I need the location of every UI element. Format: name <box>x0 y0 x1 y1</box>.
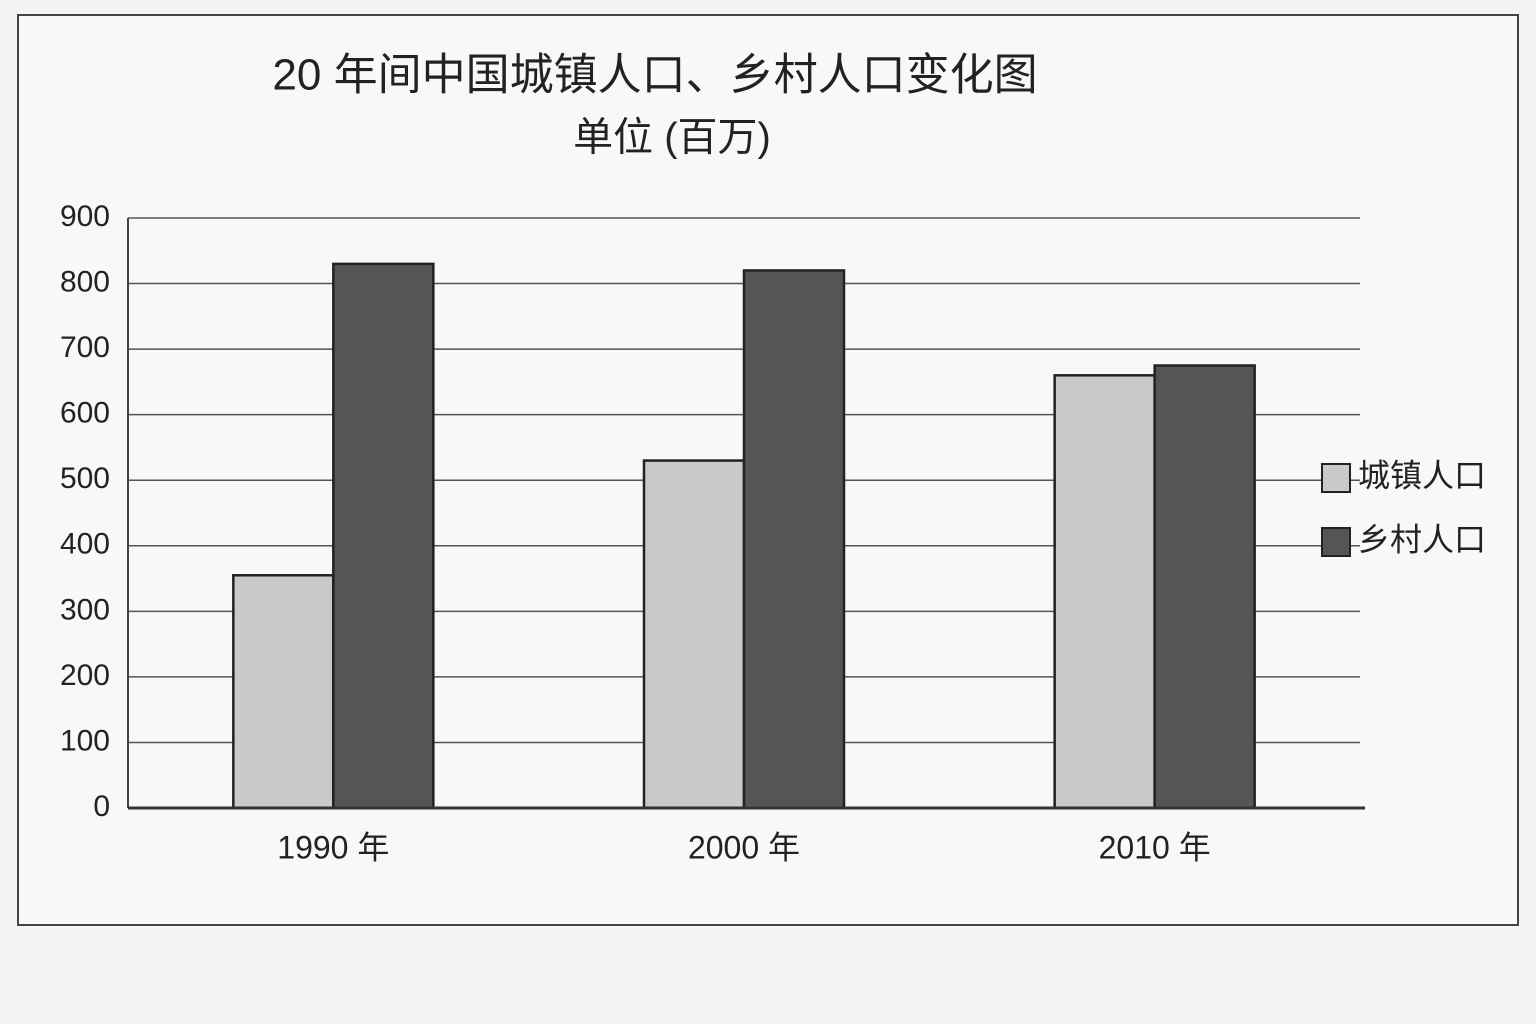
x-tick-label: 2010 年 <box>1099 829 1211 865</box>
bar <box>742 269 846 810</box>
y-tick-label: 800 <box>60 265 110 298</box>
x-tick-label: 1990 年 <box>277 829 389 865</box>
chart-subtitle: 单位 (百万) <box>573 116 771 160</box>
legend-label: 城镇人口 <box>1358 457 1486 493</box>
legend-label: 乡村人口 <box>1358 521 1486 557</box>
y-tick-label: 400 <box>60 528 110 561</box>
y-tick-label: 700 <box>60 331 110 364</box>
y-tick-label: 900 <box>60 200 110 233</box>
y-tick-label: 500 <box>60 462 110 495</box>
legend-swatch <box>1321 527 1351 557</box>
bar <box>232 574 335 810</box>
y-tick-label: 300 <box>60 593 110 626</box>
legend-swatch <box>1321 463 1351 493</box>
bar <box>1053 374 1156 810</box>
bar <box>1153 364 1256 810</box>
bar <box>642 459 746 810</box>
y-tick-label: 200 <box>60 659 110 692</box>
bar <box>332 262 435 810</box>
y-tick-label: 0 <box>93 790 110 823</box>
x-tick-label: 2000 年 <box>688 829 800 865</box>
y-tick-label: 600 <box>60 397 110 430</box>
chart-title: 20 年间中国城镇人口、乡村人口变化图 <box>272 51 1037 100</box>
y-tick-label: 100 <box>60 724 110 757</box>
